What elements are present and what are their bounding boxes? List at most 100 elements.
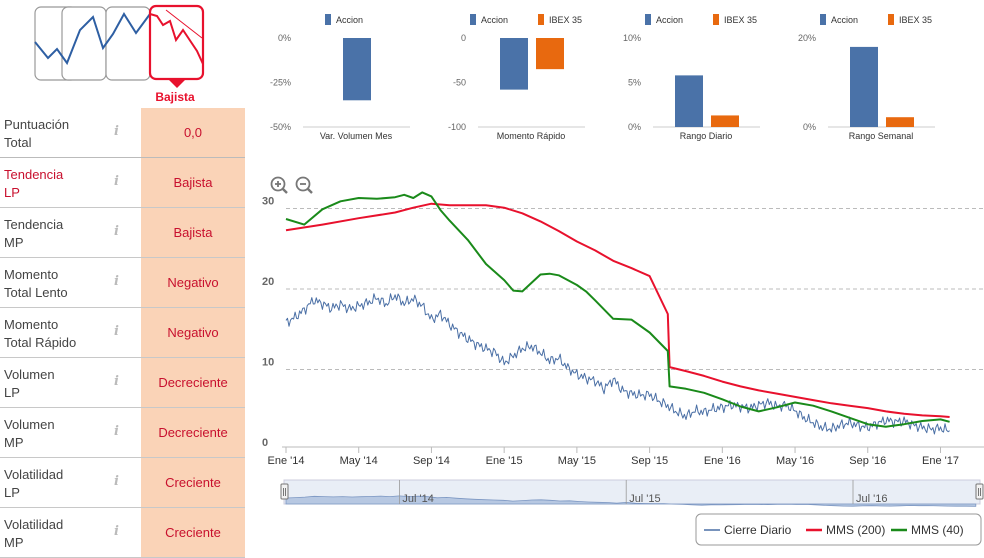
category-label: Rango Semanal [849, 131, 914, 141]
indicator-row: Momento Total Rápido i Negativo [0, 308, 245, 358]
category-label: Momento Rápido [497, 131, 566, 141]
indicator-value: Negativo [141, 258, 245, 307]
info-icon[interactable]: i [114, 224, 119, 239]
indicator-label-line1: Volatilidad [4, 467, 64, 482]
legend-swatch [820, 14, 826, 25]
y-tick-label: 0% [278, 33, 291, 43]
indicator-label-line2: LP [4, 485, 20, 500]
legend-label: IBEX 35 [899, 15, 932, 25]
y-tick-label: -25% [270, 78, 291, 88]
trend-thumbnail-lateral-2[interactable] [105, 6, 151, 81]
y-tick-label: 0 [262, 437, 268, 449]
navigator-handle-right[interactable] [975, 483, 984, 500]
chart-legend: Cierre Diario MMS (200) MMS (40) [695, 513, 982, 546]
navigator-area [285, 495, 977, 507]
indicator-label-line1: Tendencia [4, 167, 64, 182]
y-tick-label: 0 [461, 33, 466, 43]
indicator-label-line1: Volumen [4, 417, 55, 432]
trend-thumbnail-bajista[interactable] [148, 4, 205, 88]
mini-bar-charts: Accion 0% -25% -50% Var. Volumen Mes Accion IB… [270, 14, 935, 141]
zoom-in-icon[interactable] [270, 176, 288, 194]
indicator-row: Momento Total Lento i Negativo [0, 258, 245, 308]
x-tick-label: Ene '15 [486, 455, 523, 467]
indicator-row: Volatilidad LP i Creciente [0, 458, 245, 508]
indicator-value: Creciente [141, 458, 245, 507]
indicator-label-line2: MP [4, 435, 24, 450]
indicator-row: Volumen LP i Decreciente [0, 358, 245, 408]
legend-box [695, 513, 982, 546]
navigator-label: Jul '16 [856, 493, 887, 505]
indicator-label: Momento Total Lento [4, 266, 114, 302]
legend-label: Accion [831, 15, 858, 25]
indicator-label-line1: Momento [4, 267, 59, 282]
mini-chart: Accion IBEX 35 20% 0% Rango Semanal [798, 14, 935, 141]
mini-chart: Accion IBEX 35 10% 5% 0% Rango Diario [623, 14, 760, 141]
y-axis: 30 20 10 0 [262, 196, 274, 450]
info-icon[interactable]: i [114, 524, 119, 539]
info-icon[interactable]: i [114, 374, 119, 389]
chart-series [285, 191, 950, 435]
bar [500, 38, 528, 90]
indicator-row: Puntuación Total i 0,0 [0, 108, 245, 158]
trend-sample-line-red [149, 13, 204, 65]
x-tick-label: May '14 [340, 455, 378, 467]
cierre-diario-line [285, 293, 950, 435]
info-icon[interactable]: i [114, 474, 119, 489]
navigator-label: Jul '15 [629, 493, 660, 505]
x-axis: Ene '14 May '14 Sep '14 Ene '15 May '15 Sep '… [268, 447, 959, 467]
mini-chart: Accion IBEX 35 0 -50 -100 Momento Rápido [448, 14, 585, 141]
info-icon[interactable]: i [114, 274, 119, 289]
y-tick-label: 0% [628, 122, 641, 132]
legend-item[interactable]: MMS (40) [911, 523, 964, 537]
indicator-row: Volumen MP i Decreciente [0, 408, 245, 458]
legend-swatch [325, 14, 331, 25]
legend-swatch [645, 14, 651, 25]
trend-selector: Bajista [34, 4, 205, 104]
x-tick-label: Sep '15 [631, 455, 668, 467]
y-tick-label: -100 [448, 122, 466, 132]
y-tick-label: 30 [262, 196, 274, 208]
bar [343, 38, 371, 101]
indicator-label-line2: LP [4, 185, 20, 200]
info-icon[interactable]: i [114, 324, 119, 339]
mini-chart: Accion 0% -25% -50% Var. Volumen Mes [270, 14, 410, 141]
category-label: Var. Volumen Mes [320, 131, 393, 141]
legend-label: IBEX 35 [724, 15, 757, 25]
legend-label: Accion [656, 15, 683, 25]
x-tick-label: Ene '16 [704, 455, 741, 467]
indicator-value: Decreciente [141, 408, 245, 457]
legend-item[interactable]: MMS (200) [826, 523, 885, 537]
indicator-table: Puntuación Total i 0,0 Tendencia LP i Bajista Te… [0, 108, 245, 558]
legend-swatch [538, 14, 544, 25]
zoom-out-icon[interactable] [295, 176, 313, 194]
navigator-handle-left[interactable] [280, 483, 289, 500]
y-tick-label: 10 [262, 357, 274, 369]
x-tick-label: May '15 [558, 455, 596, 467]
indicator-label-line2: Total [4, 135, 32, 150]
legend-label: Accion [336, 15, 363, 25]
indicator-label: Volatilidad MP [4, 516, 114, 552]
indicator-label: Momento Total Rápido [4, 316, 114, 352]
range-navigator[interactable]: Jul '14 Jul '15 Jul '16 [280, 479, 984, 507]
y-tick-label: -50% [270, 122, 291, 132]
legend-label: Accion [481, 15, 508, 25]
trend-thumbnail-alcista[interactable] [61, 6, 107, 81]
info-icon[interactable]: i [114, 424, 119, 439]
info-icon[interactable]: i [114, 174, 119, 189]
indicator-label: Volatilidad LP [4, 466, 114, 502]
trend-sample-line-blue [34, 12, 151, 66]
y-tick-label: 10% [623, 33, 641, 43]
price-chart: 30 20 10 0 Ene '14 May '14 Sep '14 Ene '15 May … [262, 176, 984, 546]
indicator-value: Negativo [141, 308, 245, 357]
bar [850, 46, 878, 127]
mms40-line [285, 191, 950, 428]
indicator-label-line2: MP [4, 535, 24, 550]
indicator-label: Volumen MP [4, 416, 114, 452]
info-icon[interactable]: i [114, 124, 119, 139]
legend-swatch [470, 14, 476, 25]
legend-item[interactable]: Cierre Diario [724, 523, 792, 537]
bar [711, 115, 739, 127]
indicator-label-line2: Total Rápido [4, 335, 77, 350]
indicator-label: Tendencia LP [4, 166, 114, 202]
indicator-label-line2: LP [4, 385, 20, 400]
